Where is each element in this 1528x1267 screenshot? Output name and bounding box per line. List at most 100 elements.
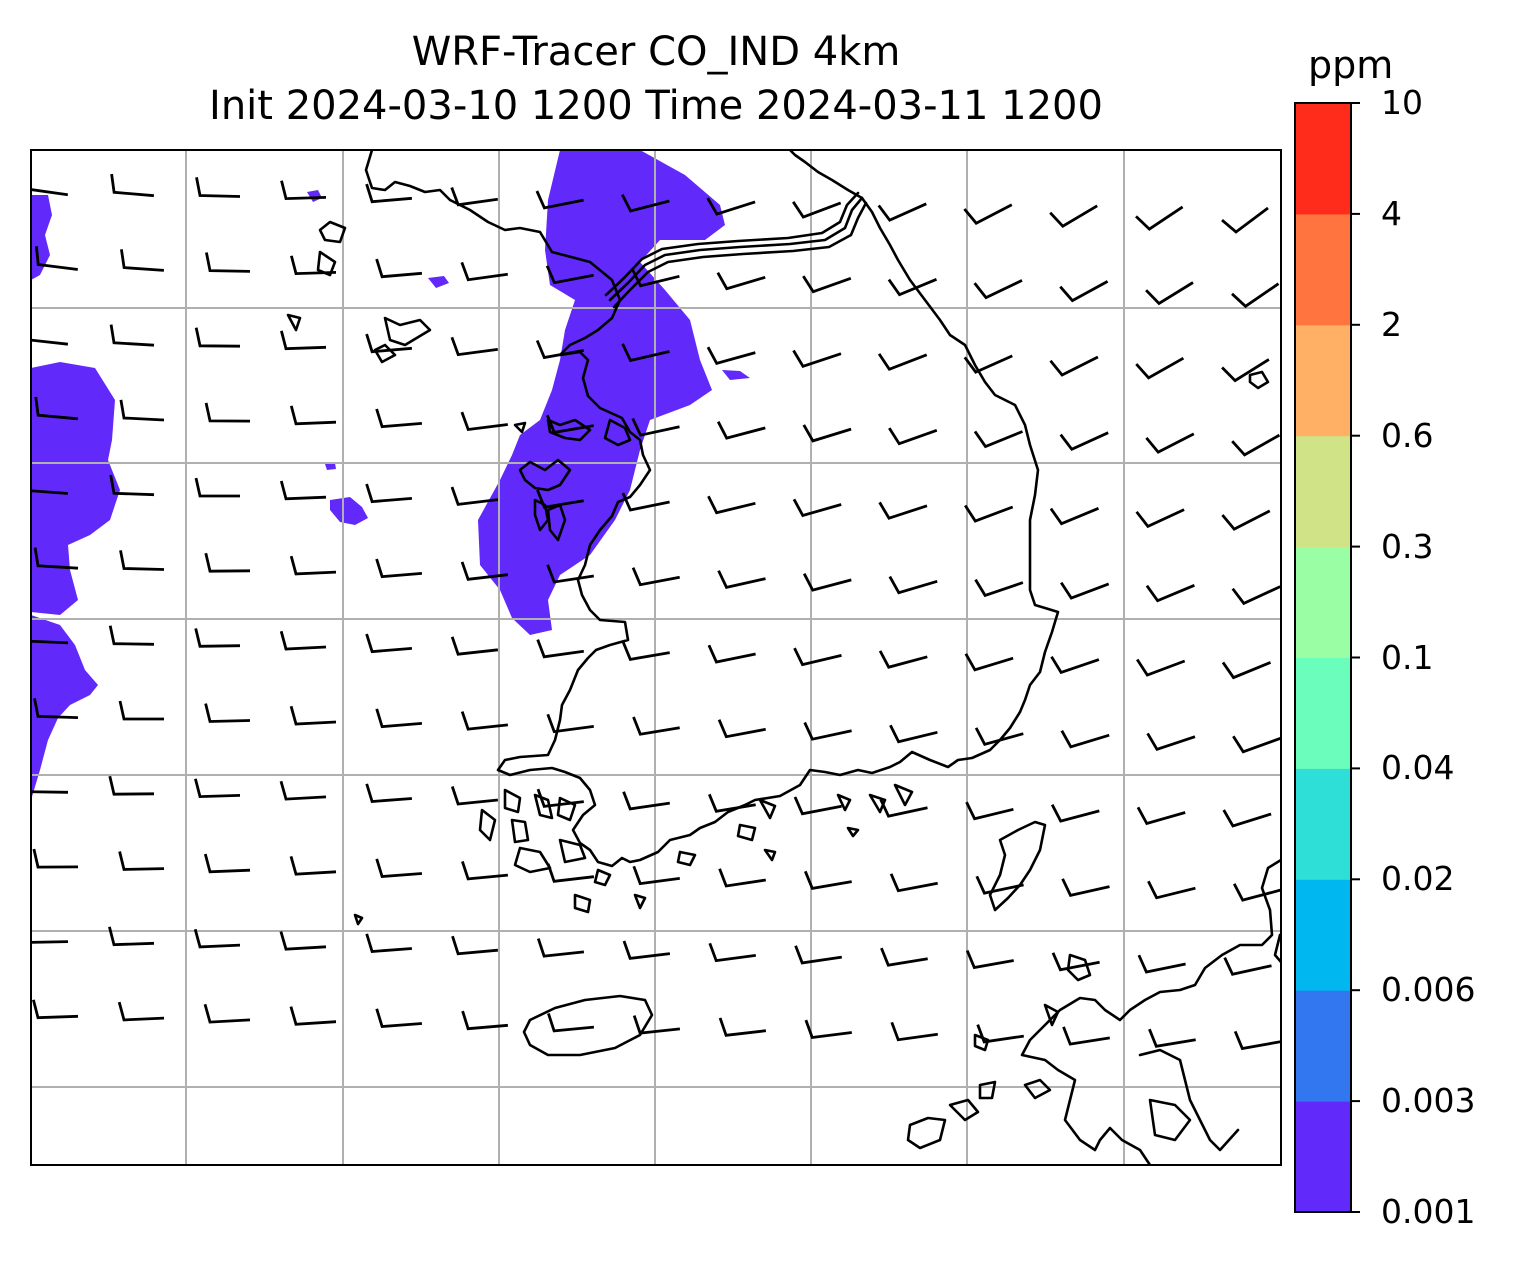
wind-barb <box>976 1024 1025 1044</box>
wind-barb <box>792 201 842 219</box>
wind-barb <box>878 650 928 669</box>
wind-barb <box>707 495 756 515</box>
wind-barb <box>33 698 79 719</box>
wind-barb <box>109 324 155 347</box>
wind-barbs <box>31 173 1281 1051</box>
shaded-area-small <box>330 497 368 525</box>
wind-barb <box>205 252 251 273</box>
wind-barb <box>365 633 413 654</box>
wind-barb <box>461 1010 509 1031</box>
wind-barb <box>963 354 1013 374</box>
wind-barb <box>716 272 766 291</box>
wind-barb <box>365 783 413 803</box>
colorbar-segment <box>1295 1101 1351 1213</box>
wind-barb <box>31 489 69 495</box>
wind-barb <box>794 945 843 965</box>
wind-barb <box>974 727 1024 746</box>
wind-barb <box>450 786 499 806</box>
wind-barb <box>34 396 79 421</box>
shaded-area-central-plume <box>478 150 725 635</box>
wind-barb <box>963 203 1013 225</box>
wind-barb <box>33 547 79 570</box>
wind-barb <box>536 639 584 659</box>
wind-barb <box>1135 508 1185 529</box>
colorbar-tick-label: 4 <box>1381 193 1402 233</box>
wind-barb <box>1136 806 1186 826</box>
wind-barb <box>108 625 155 646</box>
wind-barb <box>108 926 155 947</box>
wind-barb <box>279 780 327 801</box>
colorbar-segment <box>1295 546 1351 658</box>
wind-barb <box>204 552 251 573</box>
wind-barb <box>32 999 79 1020</box>
wind-barb <box>718 1017 767 1037</box>
map-title-line-1: WRF-Tracer CO_IND 4km <box>411 29 901 75</box>
wind-barb <box>194 477 240 498</box>
map-gridlines <box>31 150 1281 1165</box>
wind-barb <box>460 711 509 731</box>
wind-barb <box>365 933 413 953</box>
wind-barb <box>109 474 155 497</box>
wind-barb <box>289 1006 337 1026</box>
wind-barb <box>1233 1030 1281 1051</box>
wind-barb <box>204 402 251 423</box>
wind-barb <box>802 424 852 443</box>
wind-barb <box>204 703 251 723</box>
wind-barb <box>545 265 594 285</box>
wind-barb <box>535 190 584 210</box>
wind-barb <box>1221 206 1269 234</box>
wind-barb <box>35 246 78 271</box>
wind-barb <box>110 173 155 198</box>
wind-barb <box>450 486 499 506</box>
wind-barb <box>536 489 584 509</box>
wind-barb <box>1231 433 1281 457</box>
wind-barb <box>804 870 852 890</box>
wind-barb <box>460 411 508 432</box>
shaded-area-small <box>325 463 336 470</box>
wind-barb <box>973 430 1024 449</box>
wind-barb <box>536 788 584 808</box>
wind-barb <box>31 940 69 944</box>
shaded-area-small <box>722 370 750 380</box>
wind-barb <box>450 636 499 656</box>
wind-barb <box>631 417 680 437</box>
wind-barb <box>31 790 69 794</box>
wind-barb <box>375 408 423 429</box>
wind-barb <box>451 935 499 956</box>
colorbar-segment <box>1295 990 1351 1102</box>
colorbar-segment <box>1295 879 1351 991</box>
wind-barb <box>792 498 842 518</box>
wind-barb <box>460 561 509 581</box>
wind-barb <box>1223 957 1272 976</box>
wind-barb <box>708 793 756 813</box>
wind-barb <box>1060 581 1110 600</box>
colorbar-tick-label: 2 <box>1381 304 1402 344</box>
wind-barb <box>375 258 423 279</box>
wind-barb <box>964 504 1014 523</box>
wind-barb <box>203 853 251 874</box>
wind-barb <box>118 700 164 721</box>
wind-barb <box>1135 356 1185 380</box>
wind-barb <box>1137 954 1186 974</box>
wind-barb <box>1061 878 1110 898</box>
wind-barb <box>280 330 327 351</box>
wind-barb <box>450 336 498 357</box>
wind-barb <box>1135 205 1184 231</box>
wind-barb <box>632 1015 681 1035</box>
wind-barb <box>1145 584 1195 603</box>
wind-barb <box>718 868 767 888</box>
wind-barb <box>1145 281 1194 306</box>
wind-barb <box>290 255 337 276</box>
colorbar-segment <box>1295 435 1351 548</box>
shaded-area-small <box>428 276 449 288</box>
wind-barb <box>1232 883 1281 902</box>
wind-barb <box>118 851 165 871</box>
wind-barb <box>375 708 423 729</box>
wind-barb <box>365 333 413 354</box>
shaded-area-small <box>307 190 322 202</box>
colorbar-tick-label: 0.003 <box>1381 1081 1476 1121</box>
colorbar-tick-label: 0.6 <box>1381 415 1434 455</box>
wind-barb <box>793 796 842 816</box>
shaded-area-west-edge <box>31 615 98 800</box>
